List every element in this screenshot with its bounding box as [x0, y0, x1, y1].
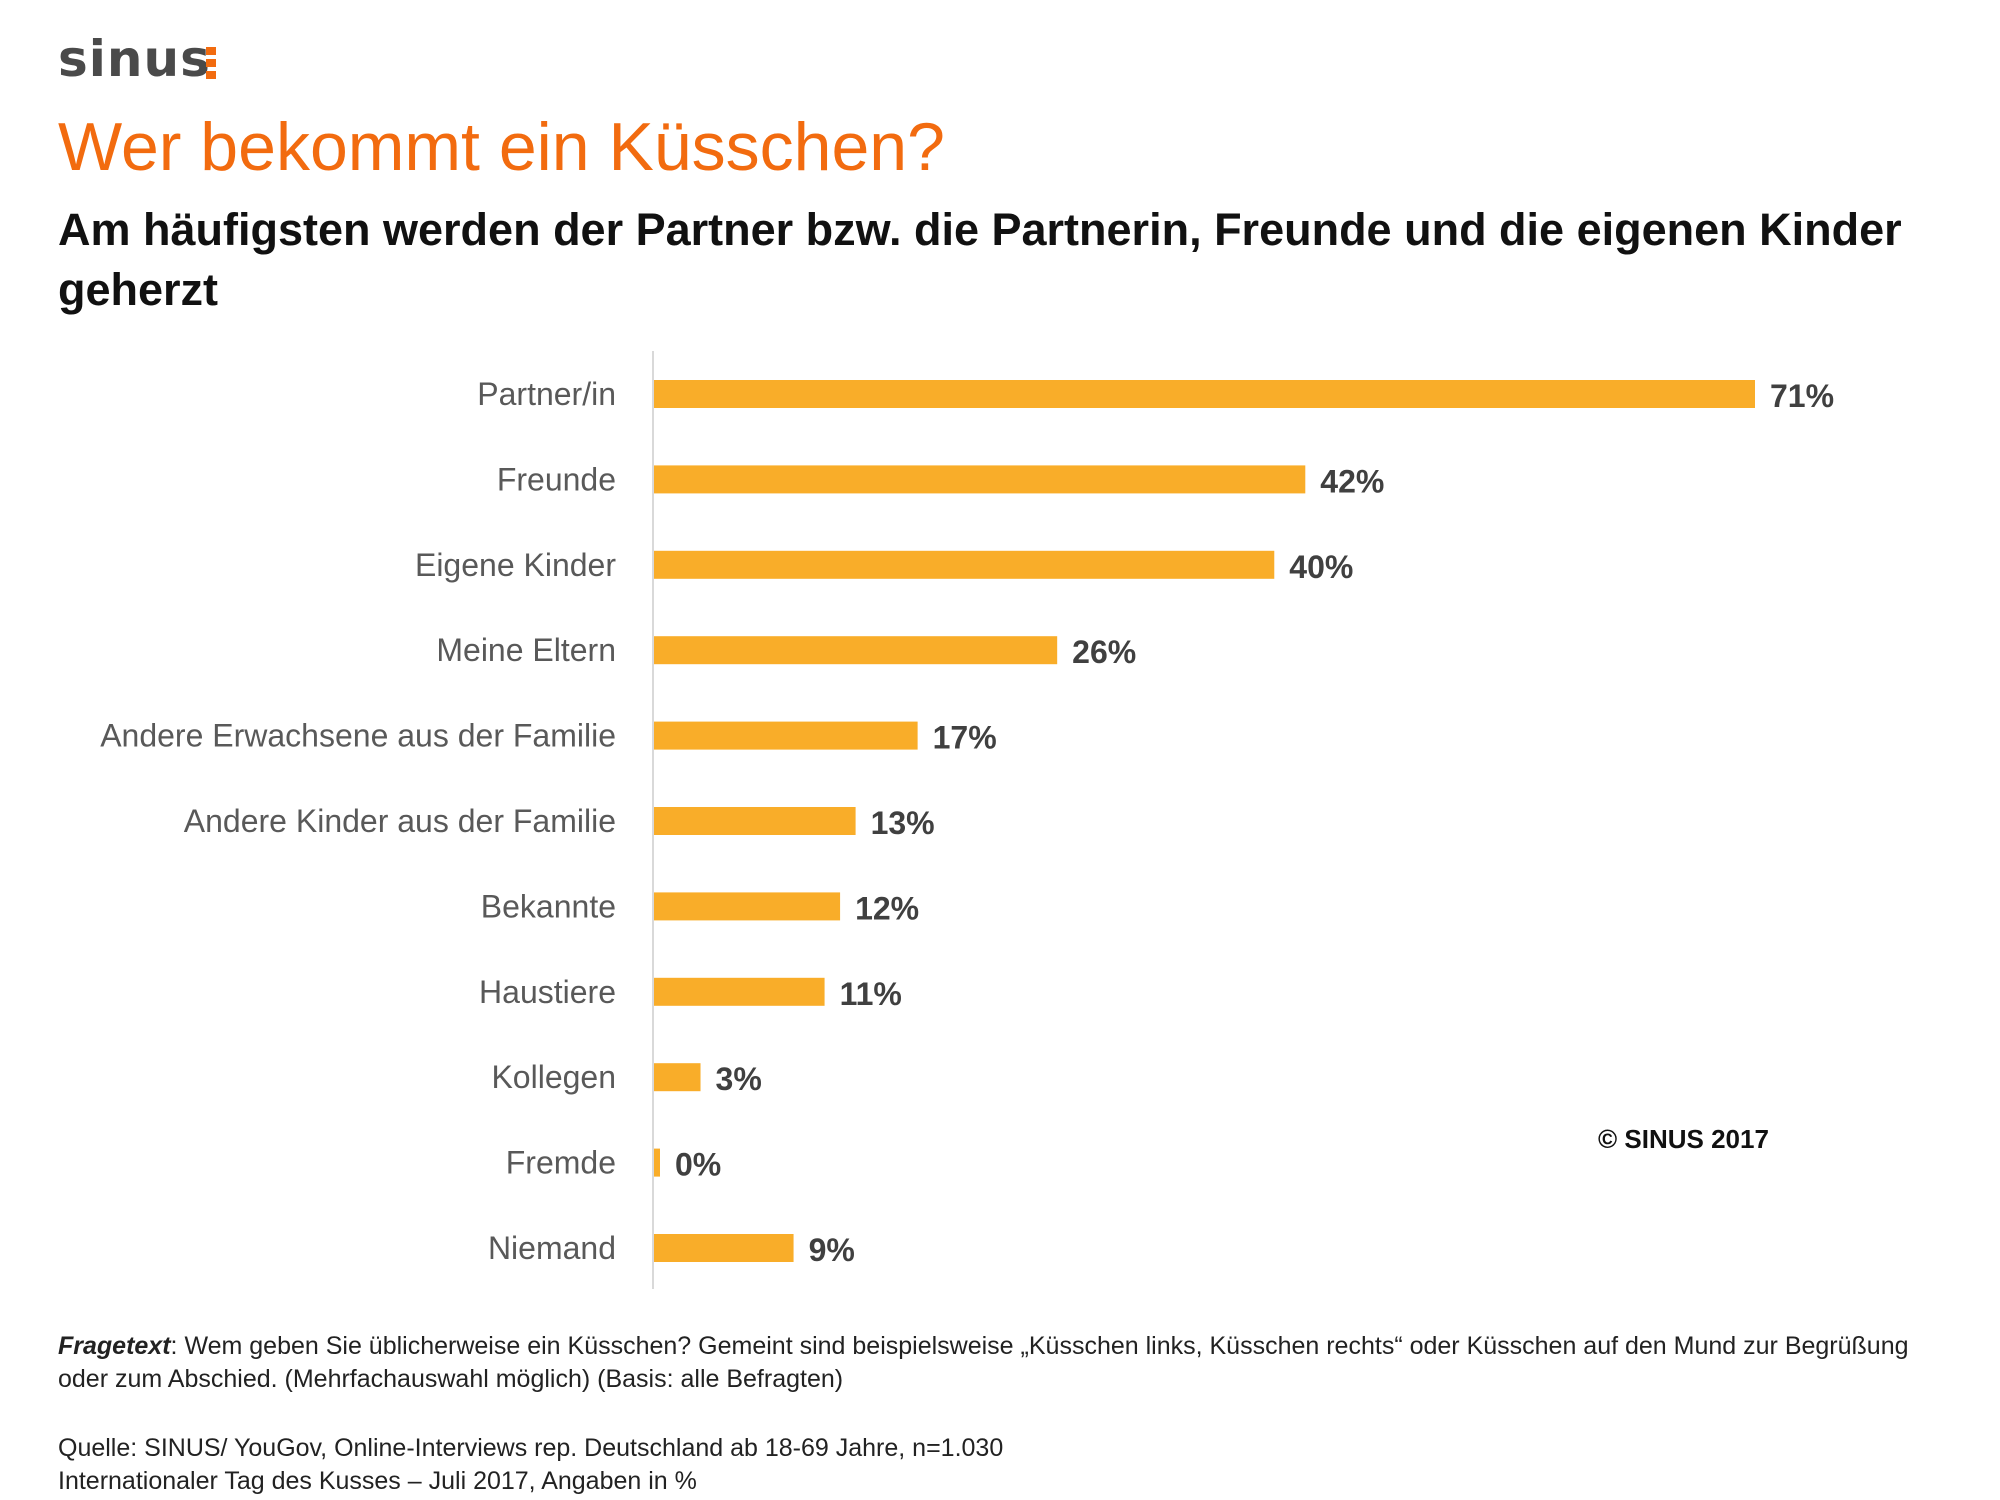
- question-body: : Wem geben Sie üblicherweise ein Küssch…: [170, 1332, 1909, 1360]
- question-text-line2: oder zum Abschied. (Mehrfachauswahl mögl…: [58, 1365, 844, 1393]
- value-label: 13%: [871, 805, 935, 841]
- value-label: 11%: [840, 976, 902, 1012]
- context-note: Internationaler Tag des Kusses – Juli 20…: [58, 1467, 697, 1495]
- value-label: 42%: [1320, 463, 1384, 499]
- bar: [654, 380, 1755, 408]
- category-label: Bekannte: [481, 888, 616, 924]
- sinus-logo: sinus: [58, 30, 211, 88]
- category-label: Partner/in: [477, 376, 616, 412]
- value-label: 3%: [716, 1061, 762, 1097]
- question-label: Fragetext: [58, 1332, 171, 1360]
- bar: [654, 550, 1275, 579]
- category-label: Niemand: [488, 1230, 616, 1266]
- copyright: © SINUS 2017: [1598, 1124, 1769, 1154]
- category-label: Kollegen: [491, 1059, 616, 1095]
- logo-mark-icon: [206, 47, 216, 79]
- bar: [654, 892, 841, 921]
- value-label: 71%: [1770, 378, 1834, 414]
- value-label: 0%: [675, 1147, 721, 1183]
- bar: [654, 1063, 701, 1092]
- page-subtitle: Am häufigsten werden der Partner bzw. di…: [58, 204, 1902, 315]
- bar: [654, 977, 825, 1006]
- bar: [654, 465, 1306, 494]
- category-label: Andere Kinder aus der Familie: [184, 803, 616, 839]
- bar: [654, 721, 918, 750]
- question-text: Fragetext: Wem geben Sie üblicherweise e…: [58, 1332, 1909, 1361]
- page-title: Wer bekommt ein Küsschen?: [58, 109, 945, 185]
- category-label: Fremde: [506, 1145, 616, 1181]
- bar: [654, 636, 1058, 665]
- value-label: 17%: [933, 720, 997, 756]
- category-label: Freunde: [497, 461, 616, 497]
- bar: [654, 1234, 794, 1262]
- source-note: Quelle: SINUS/ YouGov, Online-Interviews…: [58, 1434, 1004, 1462]
- value-label: 12%: [855, 890, 919, 926]
- category-label: Eigene Kinder: [415, 547, 616, 583]
- value-label: 26%: [1072, 634, 1136, 670]
- category-label: Haustiere: [479, 974, 616, 1010]
- value-label: 9%: [809, 1232, 855, 1268]
- category-label: Andere Erwachsene aus der Familie: [100, 718, 616, 754]
- bar: [654, 807, 856, 835]
- category-label: Meine Eltern: [436, 632, 616, 668]
- bar: [654, 1148, 660, 1177]
- value-label: 40%: [1289, 549, 1353, 585]
